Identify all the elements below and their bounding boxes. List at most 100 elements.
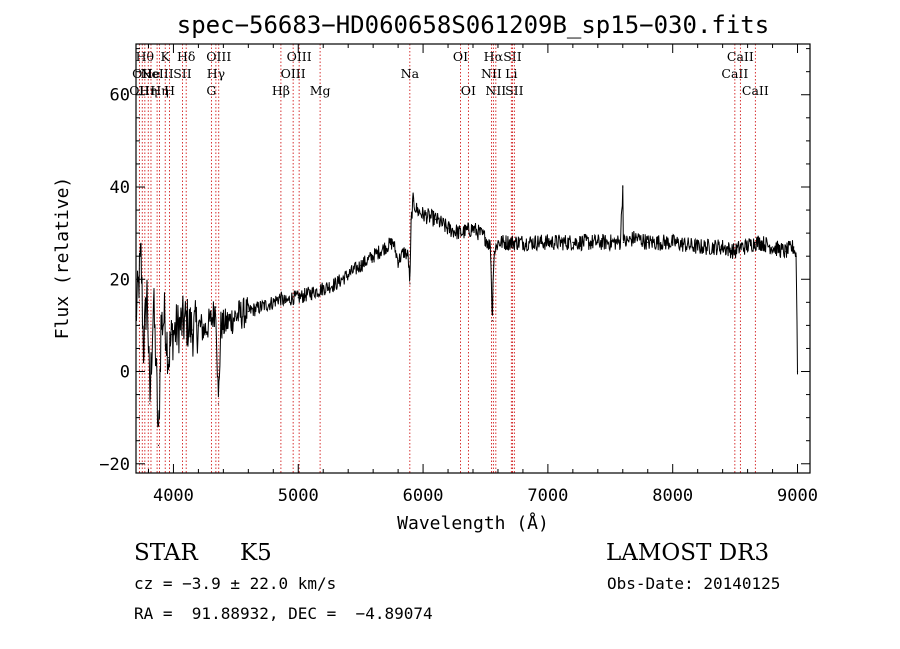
redshift-cz: cz = −3.9 ± 22.0 km/s (134, 574, 337, 593)
spectrum-point-11 (171, 334, 173, 336)
spectrum-point-8 (160, 324, 162, 326)
spectrum-point-47 (422, 214, 424, 216)
spectrum-point-65 (622, 241, 625, 243)
spectrum-point-26 (272, 301, 274, 303)
spectrum-point-6 (155, 361, 157, 363)
x-axis-label: Wavelength (Å) (397, 512, 549, 534)
spectrum-point-70 (697, 246, 699, 248)
emission-line-label-19: OI (453, 49, 468, 64)
spectrum-point-81 (796, 370, 799, 373)
spectrum-point-29 (291, 297, 293, 299)
spectrum-point-31 (310, 292, 312, 294)
spectrum-point-62 (597, 241, 599, 243)
spectrum-point-28 (285, 301, 287, 303)
spectrum-point-34 (347, 274, 349, 276)
emission-line-label-17: Mg (310, 83, 331, 98)
spectrum-point-60 (547, 241, 549, 243)
spectrum-point-37 (385, 246, 387, 248)
emission-line-label-23: NII (485, 83, 506, 98)
spectrum-point-44 (410, 218, 412, 220)
spectrum-point-39 (396, 255, 398, 257)
spectrum-point-55 (492, 264, 494, 267)
emission-line-label-16: OIII (287, 49, 312, 64)
emission-line-label-22: Hα (484, 49, 504, 64)
spectrum-point-1 (140, 255, 142, 257)
emission-line-label-6: Hη (150, 83, 168, 98)
x-tick-label-3: 7000 (527, 486, 568, 506)
spectrum-point-2 (142, 347, 145, 350)
x-tick-label-1: 5000 (278, 486, 319, 506)
spectrum-point-79 (793, 246, 795, 248)
spectrum-point-52 (484, 237, 487, 239)
x-tick-label-0: 4000 (153, 486, 194, 506)
x-tick-label-5: 9000 (777, 486, 818, 506)
spectrum-point-12 (179, 324, 181, 326)
object-class: STAR (134, 540, 198, 566)
spectrum-point-58 (509, 241, 512, 243)
spectrum-point-74 (744, 246, 746, 248)
emission-line-label-8: H (164, 83, 175, 98)
spectrum-point-46 (416, 209, 418, 211)
spectrum-point-76 (759, 241, 761, 243)
x-tick-label-4: 8000 (652, 486, 693, 506)
spectrum-point-22 (229, 320, 231, 322)
spectrum-point-5 (152, 301, 155, 303)
emission-line-label-28: CaII (727, 49, 754, 64)
spectrum-point-53 (489, 246, 492, 248)
spectrum-point-19 (217, 403, 219, 405)
spectrum-point-16 (204, 329, 206, 331)
spectrum-point-32 (322, 287, 324, 290)
obs-date: Obs-Date: 20140125 (607, 574, 781, 593)
emission-line-label-1: OII (132, 66, 152, 81)
y-axis-label: Flux (relative) (52, 177, 73, 340)
spectrum-point-72 (734, 250, 736, 253)
emission-line-label-4: He (142, 66, 160, 81)
spectrum-point-40 (397, 260, 399, 262)
spectrum-point-61 (572, 241, 574, 243)
y-tick-label-3: 40 (110, 178, 130, 198)
spectrum-point-69 (672, 241, 674, 243)
spectrum-point-4 (149, 403, 151, 405)
spectrum-point-67 (634, 237, 636, 239)
emission-line-label-9: SII (173, 66, 192, 81)
spectrum-point-13 (185, 320, 187, 322)
y-tick-label-2: 20 (110, 270, 130, 290)
spectrum-point-30 (297, 297, 299, 299)
emission-line-label-24: Li (505, 66, 517, 81)
spectrum-point-3 (146, 287, 148, 290)
emission-line-label-13: OIII (206, 49, 231, 64)
spectrum-point-17 (210, 320, 212, 322)
object-subclass: K5 (240, 540, 272, 566)
survey-name: LAMOST DR3 (606, 540, 770, 566)
emission-line-label-20: OI (461, 83, 476, 98)
emission-line-label-2: Hθ (136, 49, 154, 64)
spectrum-point-73 (739, 246, 741, 248)
spectrum-point-45 (412, 200, 414, 202)
spectrum-point-80 (795, 255, 797, 257)
emission-line-label-29: CaII (742, 83, 769, 98)
spectrum-point-23 (235, 315, 237, 317)
emission-line-label-21: NII (481, 66, 502, 81)
plot-frame (135, 43, 811, 474)
spectrum-plot-area (135, 185, 799, 446)
spectrum-point-57 (497, 241, 499, 243)
spectrum-point-7 (157, 444, 160, 446)
spectrum-point-10 (167, 357, 170, 359)
emission-line-label-5: NeIII (141, 66, 174, 81)
spectrum-point-15 (197, 324, 200, 326)
chart-title: spec−56683−HD060658S061209B_sp15−030.fit… (177, 11, 769, 39)
spectrum-point-36 (372, 255, 374, 257)
spectrum-point-49 (447, 227, 449, 230)
emission-line-label-7: K (161, 49, 171, 64)
axis-ticks: 4000 5000 6000 7000 8000 9000 −20 0 20 40 60 (99, 44, 818, 506)
spectrum-point-43 (409, 283, 411, 285)
y-tick-label-4: 60 (110, 86, 130, 106)
spectrum-point-41 (403, 250, 405, 253)
ra-dec-coordinates: RA = 91.88932, DEC = −4.89074 (134, 604, 433, 623)
spectrum-point-27 (278, 297, 281, 299)
spectrum-point-35 (360, 264, 362, 267)
spectrum-point-50 (459, 232, 462, 234)
emission-line-label-18: Na (401, 66, 420, 81)
emission-line-label-27: CaII (721, 66, 748, 81)
spectrum-point-14 (191, 329, 193, 331)
